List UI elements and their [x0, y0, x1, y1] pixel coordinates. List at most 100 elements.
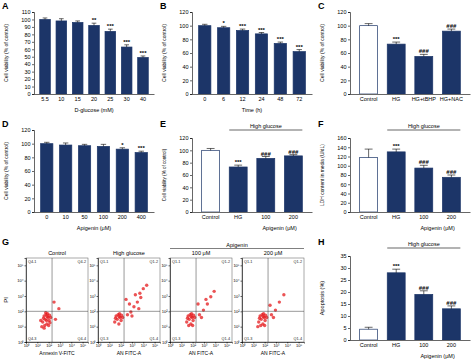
tick-label: 10⁰: [90, 340, 96, 345]
tick-label: 40: [24, 61, 30, 67]
tick-mark: [25, 342, 27, 343]
tick-label: 25: [340, 277, 346, 283]
x-tick: 10⁴: [213, 342, 219, 348]
tick-mark: [190, 39, 192, 40]
axis-line: [190, 139, 193, 213]
y-tick: 50: [24, 54, 34, 60]
tick-label: 0: [27, 209, 30, 215]
tick-mark: [348, 138, 350, 139]
y-tick: 10²: [18, 309, 26, 314]
x-axis: 0612244872: [193, 94, 313, 102]
tick-label: HG: [392, 342, 400, 348]
significance-label: ***: [139, 50, 147, 56]
tick-mark: [97, 296, 99, 297]
point: [191, 324, 194, 327]
tick-label: 10¹: [90, 324, 96, 329]
plot: 01020304050607080901001105.5101520253040…: [3, 9, 155, 113]
quadrant-label: Q1-2: [294, 260, 302, 264]
x-tick: HG+tBHP: [412, 94, 437, 102]
tick-label: 50: [24, 54, 30, 60]
y-tick: 40: [340, 191, 350, 197]
x-tick: 100: [419, 212, 428, 220]
significance-label: ***: [258, 27, 266, 33]
y-tick: 10⁰: [18, 340, 26, 345]
tick-mark: [25, 327, 27, 328]
plot-frame: [170, 258, 232, 342]
quadrant-label: Q4-4: [78, 337, 86, 341]
y-tick: 140: [337, 145, 350, 151]
y-axis: 020406080100120: [21, 127, 34, 215]
point: [256, 325, 259, 328]
y-tick: 20: [340, 200, 350, 206]
figure: A01020304050607080901001105.510152025304…: [0, 0, 474, 364]
y-tick: 120: [179, 135, 192, 141]
x-axis-title: Annexin V-FITC: [39, 350, 75, 356]
error-bar-cap: [365, 23, 373, 24]
tick-label: 6: [222, 96, 225, 102]
y-axis-title: Cell viability (% of control): [162, 148, 167, 201]
tick-label: 100: [21, 17, 30, 23]
quadrant-label: Q4-3: [28, 337, 36, 341]
tick-label: 10¹: [35, 343, 41, 348]
y-tick: 40: [24, 182, 34, 188]
bracket-label: High glucose: [408, 123, 440, 129]
x-tick: 200: [447, 212, 456, 220]
tick-label: 80: [340, 172, 346, 178]
tick-mark: [169, 281, 171, 282]
tick-label: 100: [337, 163, 346, 169]
panel-label: H: [318, 237, 325, 247]
tick-mark: [32, 49, 34, 50]
significance-label: ***: [123, 39, 131, 45]
y-tick: 0: [343, 91, 350, 97]
tick-label: 10¹: [162, 324, 168, 329]
y-tick: 0: [343, 209, 350, 215]
tick-label: 110: [22, 9, 31, 15]
error-bar-stem: [451, 29, 452, 31]
x-tick: 25: [107, 94, 113, 102]
x-axis-title: AN FITC-A: [189, 350, 214, 356]
point: [196, 302, 199, 305]
point: [42, 326, 45, 329]
tick-label: 0: [27, 91, 30, 97]
error-bar: [392, 269, 400, 273]
tick-label: 15: [75, 96, 81, 102]
x-axis: ControlHG100200: [193, 212, 313, 220]
tick-label: 200: [118, 214, 127, 220]
tick-mark: [97, 342, 99, 343]
bar: [218, 28, 230, 94]
y-tick: 120: [179, 9, 192, 15]
plot: 0204060801001200612244872*************Ti…: [161, 9, 313, 113]
y-tick: 100: [179, 148, 192, 154]
x-group-label: Apigenin (μM): [262, 225, 297, 231]
x-tick: 15: [75, 94, 81, 102]
axis-line: [35, 94, 155, 95]
y-tick: 120: [337, 154, 350, 160]
error-bar: [124, 45, 129, 47]
tick-mark: [348, 268, 350, 269]
significance-label: ###: [446, 23, 457, 29]
quadrant-label: Q4-1: [28, 260, 36, 264]
tick-mark: [25, 265, 27, 266]
point: [270, 313, 273, 316]
panel: H05101520253035ControlHG100200***######H…: [318, 237, 471, 359]
tick-label: 20: [182, 78, 188, 84]
panel: F020406080100120140160ControlHG100200***…: [318, 119, 471, 231]
x-axis: 10⁰10¹10²10³10⁴10⁵: [24, 342, 89, 348]
axis-line: [193, 212, 313, 213]
y-axis: 10⁰10¹10²10³10⁴10⁵: [233, 259, 242, 345]
y-tick: 80: [182, 37, 192, 43]
y-axis-title: Cell viability (% of control): [3, 142, 9, 200]
error-bar-stem: [451, 175, 452, 177]
y-tick: 40: [24, 61, 34, 67]
y-tick: 110: [22, 9, 34, 15]
tick-label: 100: [21, 141, 30, 147]
tick-label: 0: [343, 337, 346, 343]
tick-mark: [32, 64, 34, 65]
y-tick: 0: [27, 91, 34, 97]
x-axis-title: Apigenin (μM): [77, 225, 112, 231]
y-axis-title: Apoptosis (%): [319, 281, 325, 315]
quadrant-label: Q1-4: [150, 337, 158, 341]
significance-label: ***: [239, 23, 247, 29]
plot: 020406080100120ControlHGHG+tBHPHG+NAC***…: [319, 9, 471, 102]
marks: [242, 258, 304, 342]
